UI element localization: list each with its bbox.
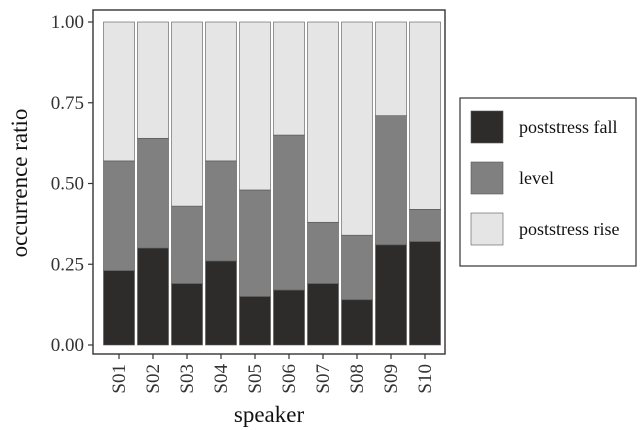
x-axis: S01 S02 S03 S04 S05 S06 S07 S08 S09 S10 — [109, 354, 436, 394]
x-tick-label: S04 — [211, 364, 232, 394]
x-tick-label: S02 — [143, 364, 164, 394]
bar-segment — [171, 21, 203, 207]
bar-segment — [171, 205, 203, 284]
legend-label: poststress fall — [519, 117, 618, 137]
bar-segment — [239, 189, 271, 297]
bar-segment — [409, 209, 441, 242]
bar-segment — [375, 115, 407, 246]
legend-label: poststress rise — [519, 219, 620, 239]
bar-segment — [205, 21, 237, 162]
bar-segment — [137, 21, 169, 139]
x-axis-title: speaker — [234, 402, 305, 427]
bar-segment — [307, 21, 339, 223]
legend: poststress fall level poststress rise — [459, 97, 637, 267]
x-tick-label: S06 — [279, 364, 300, 394]
bar-segment — [137, 247, 169, 346]
bar-segment — [307, 221, 339, 284]
bars — [103, 21, 441, 346]
bar-segment — [409, 21, 441, 210]
legend-swatch — [470, 110, 504, 144]
x-tick-label: S01 — [109, 364, 130, 394]
bar-segment — [409, 241, 441, 346]
y-axis-title: occurrence ratio — [7, 109, 32, 258]
bar-segment — [375, 244, 407, 346]
y-axis: 0.00 0.25 0.50 0.75 1.00 — [51, 12, 93, 356]
bar-segment — [307, 283, 339, 346]
bar-segment — [239, 296, 271, 346]
bar-segment — [103, 270, 135, 346]
bar-segment — [273, 134, 305, 291]
y-tick-label: 0.75 — [51, 93, 84, 114]
y-tick-label: 0.50 — [51, 174, 84, 195]
bar-segment — [341, 299, 373, 346]
legend-swatch — [470, 212, 504, 246]
bar-segment — [375, 21, 407, 116]
y-tick-label: 0.25 — [51, 254, 84, 275]
bar-segment — [171, 283, 203, 346]
x-tick-label: S09 — [381, 364, 402, 394]
x-tick-label: S07 — [313, 364, 334, 394]
bar-segment — [205, 260, 237, 346]
legend-swatch — [470, 161, 504, 195]
x-tick-label: S08 — [347, 364, 368, 394]
x-tick-label: S03 — [177, 364, 198, 394]
bar-segment — [239, 21, 271, 191]
bar-segment — [137, 137, 169, 249]
bar-segment — [273, 21, 305, 136]
y-tick-label: 0.00 — [51, 335, 84, 356]
bar-segment — [341, 234, 373, 301]
bar-segment — [103, 160, 135, 272]
legend-label: level — [519, 168, 554, 188]
bar-segment — [273, 289, 305, 346]
bar-segment — [341, 21, 373, 236]
x-tick-label: S10 — [415, 364, 436, 394]
x-tick-label: S05 — [245, 364, 266, 394]
bar-segment — [205, 160, 237, 262]
bar-segment — [103, 21, 135, 162]
y-tick-label: 1.00 — [51, 12, 84, 33]
